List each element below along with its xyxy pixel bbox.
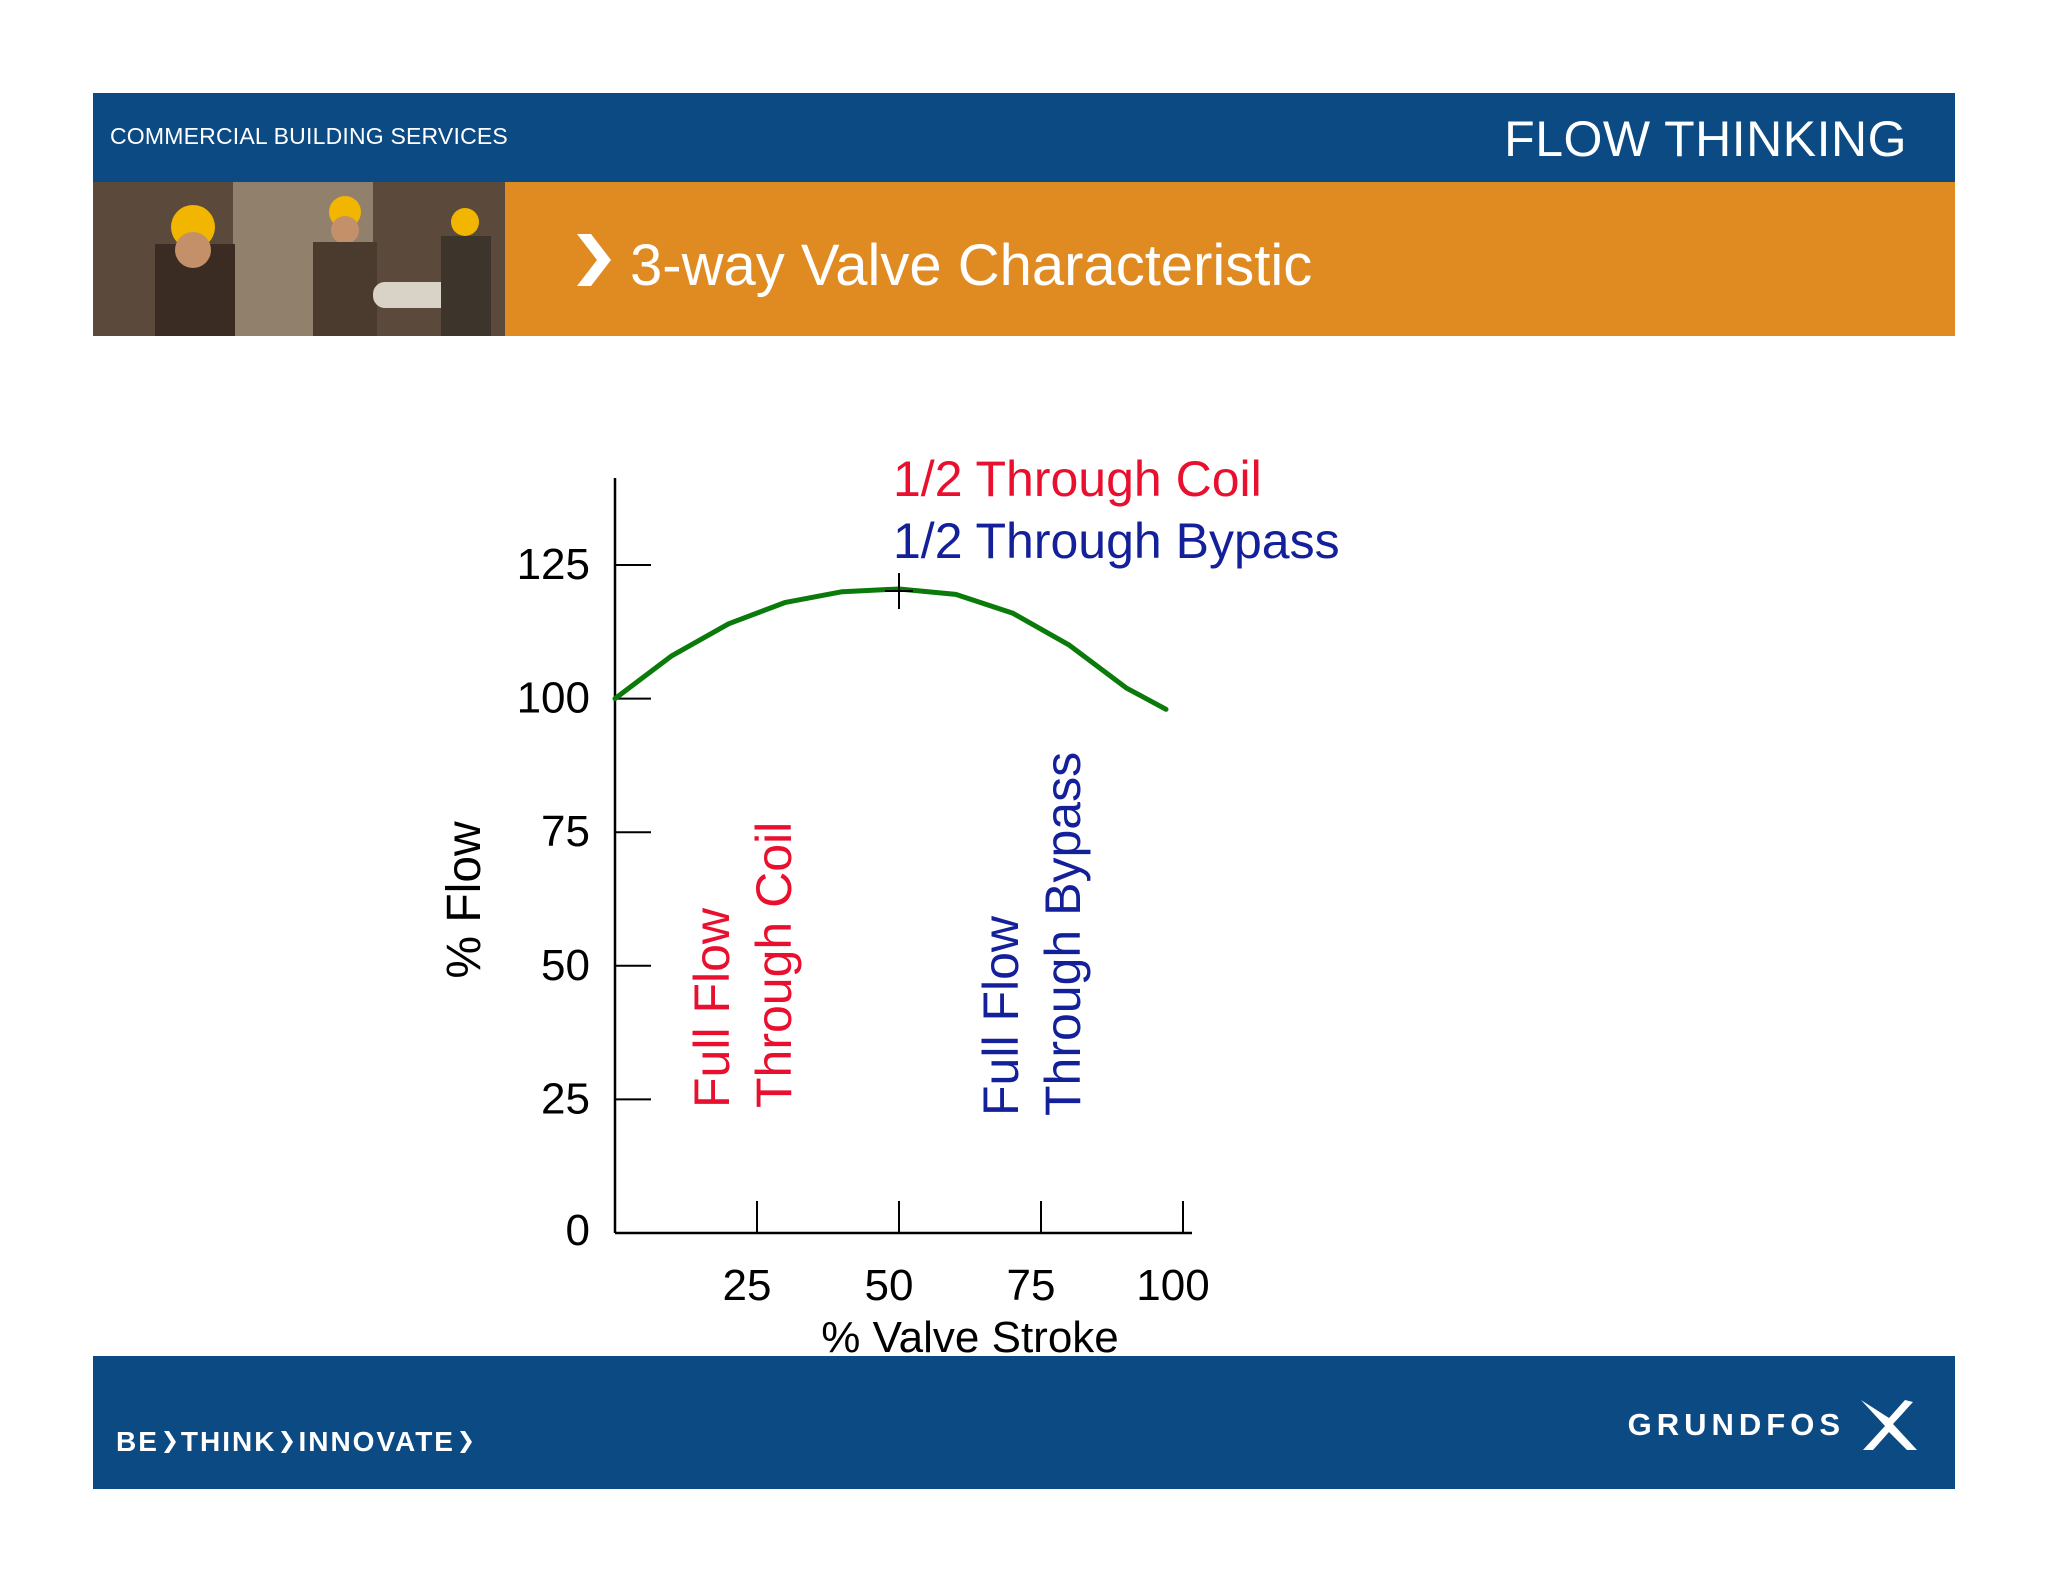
y-tick-label: 25 [541, 1074, 590, 1123]
y-tick-label: 50 [541, 941, 590, 990]
annotation-full-bypass: Full Flow Through Bypass [973, 752, 1091, 1116]
logo-text: GRUNDFOS [1627, 1407, 1845, 1442]
x-axis-label: % Valve Stroke [821, 1313, 1119, 1362]
y-tick-label: 75 [541, 807, 590, 856]
brand-title: FLOW THINKING [1504, 111, 1907, 167]
x-tick-label: 75 [1007, 1261, 1056, 1310]
chevron-right-icon [281, 1431, 294, 1453]
annotation-full-coil-line: Full Flow [684, 907, 740, 1108]
brand-subtitle: COMMERCIAL BUILDING SERVICES [110, 123, 508, 149]
annotation-half-coil: 1/2 Through Coil [893, 451, 1262, 507]
y-tick-label: 125 [517, 540, 590, 589]
y-tick-label: 0 [566, 1206, 590, 1255]
flow-curve [612, 586, 1169, 712]
tagline-innovate: INNOVATE [298, 1426, 455, 1457]
annotation-full-bypass-line: Through Bypass [1035, 752, 1091, 1116]
tagline-be: BE [116, 1426, 159, 1457]
slide-title: 3-way Valve Characteristic [630, 233, 1313, 298]
chevron-right-icon [163, 1431, 176, 1453]
title-bar: 3-way Valve Characteristic [93, 182, 1955, 336]
y-axis-label: % Flow [438, 821, 491, 979]
annotation-full-coil-line: Through Coil [746, 822, 802, 1108]
tagline: BE THINK INNOVATE [116, 1426, 473, 1458]
x-tick-label: 25 [723, 1261, 772, 1310]
workers-photo [93, 182, 505, 336]
annotation-full-coil: Full Flow Through Coil [684, 822, 802, 1108]
grundfos-x-icon [1861, 1400, 1917, 1450]
y-tick-label: 100 [517, 674, 590, 723]
x-tick-label: 50 [865, 1261, 914, 1310]
footer-bar: BE THINK INNOVATE GRUNDFOS [93, 1356, 1955, 1489]
tagline-think: THINK [180, 1426, 277, 1457]
workers-photo-illustration [93, 182, 505, 336]
chevron-right-icon [577, 234, 611, 286]
grundfos-logo: GRUNDFOS [1628, 1396, 1921, 1454]
chevron-right-icon [459, 1431, 472, 1453]
annotation-half-bypass: 1/2 Through Bypass [893, 513, 1340, 569]
annotation-full-bypass-line: Full Flow [973, 915, 1029, 1116]
x-tick-label: 100 [1136, 1261, 1209, 1310]
header-bar: COMMERCIAL BUILDING SERVICES FLOW THINKI… [93, 93, 1955, 182]
